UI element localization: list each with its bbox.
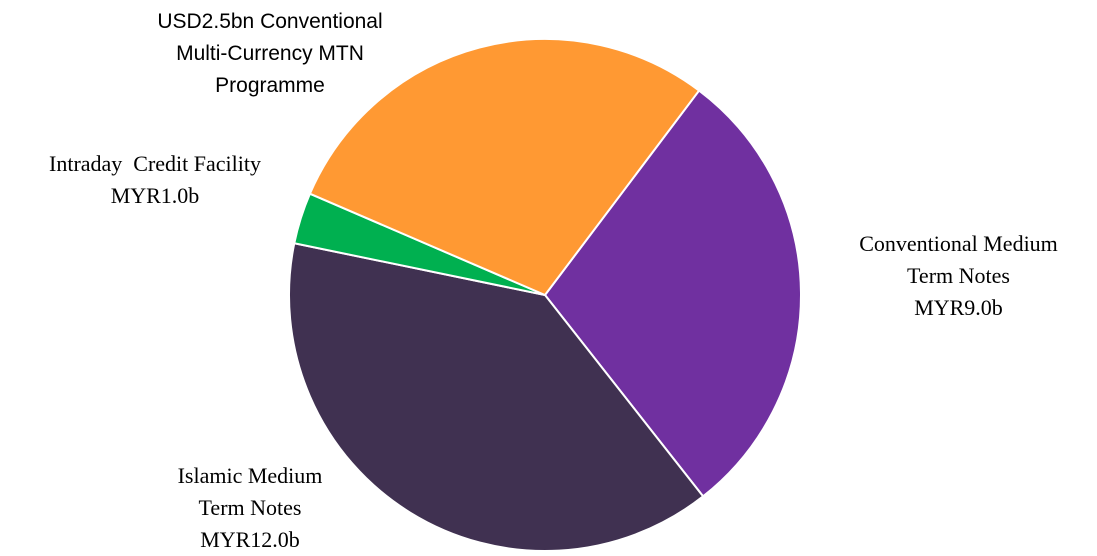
- label-line: Conventional Medium: [859, 231, 1058, 256]
- label-line: Intraday Credit Facility: [49, 151, 261, 176]
- label-line: MYR1.0b: [110, 183, 200, 208]
- label-line: Islamic Medium: [177, 463, 323, 488]
- label-line: Term Notes: [907, 263, 1010, 288]
- label-line: Multi-Currency MTN: [176, 42, 364, 65]
- label-line: USD2.5bn Conventional: [157, 10, 383, 33]
- slice-islamic-mtn: [287, 242, 705, 552]
- label-islamic-mtn: Islamic Medium Term Notes MYR12.0b: [100, 460, 400, 556]
- pie-slices: [287, 38, 802, 552]
- label-line: MYR12.0b: [200, 527, 300, 552]
- label-line: MYR9.0b: [914, 295, 1003, 320]
- slice-conventional-mtn: [543, 89, 802, 498]
- label-usd-mtn-programme: USD2.5bn Conventional Multi-Currency MTN…: [120, 6, 420, 102]
- label-intraday-credit-facility: Intraday Credit Facility MYR1.0b: [0, 148, 310, 212]
- label-line: Programme: [215, 74, 325, 97]
- label-line: Term Notes: [198, 495, 302, 520]
- label-conventional-mtn: Conventional Medium Term Notes MYR9.0b: [820, 228, 1097, 324]
- slice-usd-mtn-programme: [308, 38, 701, 297]
